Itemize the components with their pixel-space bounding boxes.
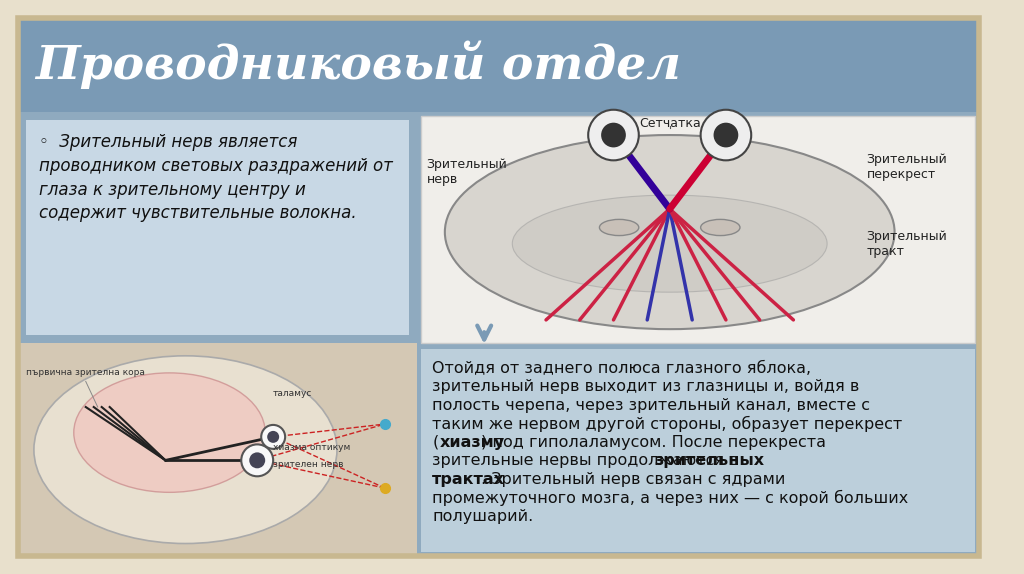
Circle shape — [249, 452, 265, 468]
FancyBboxPatch shape — [26, 120, 409, 335]
Text: ) под гиполаламусом. После перекреста: ) под гиполаламусом. После перекреста — [481, 435, 826, 449]
Circle shape — [267, 431, 280, 443]
Text: ◦  Зрительный нерв является
проводником световых раздражений от
глаза к зрительн: ◦ Зрительный нерв является проводником с… — [39, 133, 393, 222]
Text: първична зрителна кора: първична зрителна кора — [27, 368, 145, 377]
FancyBboxPatch shape — [18, 18, 979, 112]
Text: трактах: трактах — [432, 471, 505, 487]
Text: таким же нервом другой стороны, образует перекрест: таким же нервом другой стороны, образует… — [432, 416, 902, 432]
Circle shape — [700, 110, 752, 160]
FancyBboxPatch shape — [18, 112, 979, 556]
Text: Зрительный
нерв: Зрительный нерв — [426, 158, 507, 186]
Circle shape — [242, 444, 273, 476]
Text: Отойдя от заднего полюса глазного яблока,: Отойдя от заднего полюса глазного яблока… — [432, 360, 811, 376]
Text: таламус: таламус — [273, 389, 312, 398]
Text: Сетчатка: Сетчатка — [639, 117, 700, 130]
Text: Зрительный
тракт: Зрительный тракт — [866, 230, 947, 258]
Ellipse shape — [700, 219, 740, 235]
Circle shape — [588, 110, 639, 160]
Text: зрительный нерв выходит из глазницы и, войдя в: зрительный нерв выходит из глазницы и, в… — [432, 379, 860, 394]
Ellipse shape — [74, 373, 265, 492]
Ellipse shape — [512, 195, 827, 292]
Ellipse shape — [599, 219, 639, 235]
Text: полость черепа, через зрительный канал, вместе с: полость черепа, через зрительный канал, … — [432, 398, 870, 413]
Ellipse shape — [34, 356, 337, 544]
FancyBboxPatch shape — [421, 349, 975, 552]
Text: Зрительный
перекрест: Зрительный перекрест — [866, 153, 947, 181]
Text: Проводниковый отдел: Проводниковый отдел — [36, 41, 681, 89]
Circle shape — [261, 425, 285, 449]
FancyBboxPatch shape — [421, 116, 975, 343]
Text: промежуточного мозга, а через них — с корой больших: промежуточного мозга, а через них — с ко… — [432, 490, 908, 506]
Text: (: ( — [432, 435, 438, 449]
Ellipse shape — [444, 135, 895, 329]
Circle shape — [714, 123, 738, 148]
Text: хиазма оптикум: хиазма оптикум — [273, 443, 350, 452]
Text: хиазму: хиазму — [439, 435, 505, 449]
Text: зрительные нервы продолжаются в: зрительные нервы продолжаются в — [432, 453, 744, 468]
Text: зрительных: зрительных — [654, 453, 765, 468]
Text: . Зрительный нерв связан с ядрами: . Зрительный нерв связан с ядрами — [481, 471, 785, 487]
FancyBboxPatch shape — [18, 343, 417, 556]
Text: полушарий.: полушарий. — [432, 509, 534, 523]
Circle shape — [601, 123, 626, 148]
Text: зрителен нерв: зрителен нерв — [273, 460, 344, 469]
